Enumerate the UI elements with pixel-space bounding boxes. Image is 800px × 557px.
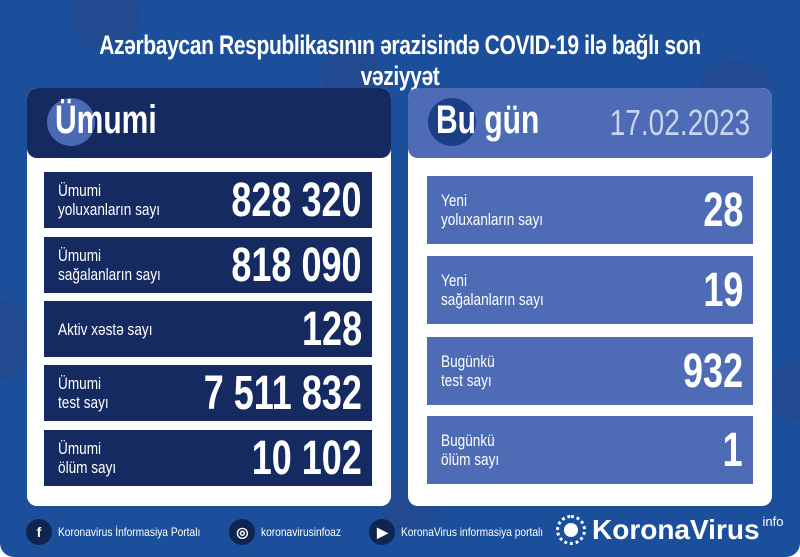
total-panel: Ümumi Ümumi yoluxanların sayı 828 320 Ümu… bbox=[27, 88, 391, 506]
stat-value: 7 511 832 bbox=[203, 366, 362, 420]
today-header: Bu gün 17.02.2023 bbox=[408, 88, 772, 158]
stat-row: Ümumi test sayı 7 511 832 bbox=[44, 365, 372, 421]
instagram-link[interactable]: ◎ koronavirusinfoaz bbox=[229, 519, 355, 545]
stat-label: Bugünkü test sayı bbox=[441, 352, 495, 390]
today-panel: Bu gün 17.02.2023 Yeni yoluxanların sayı … bbox=[408, 88, 772, 506]
stat-row: Bugünkü test sayı 932 bbox=[427, 337, 753, 405]
total-heading: Ümumi bbox=[55, 98, 157, 142]
stat-label: Ümumi sağalanların sayı bbox=[58, 246, 161, 284]
facebook-label: Koronavirus İnformasiya Portalı bbox=[58, 525, 201, 539]
stat-row: Ümumi sağalanların sayı 818 090 bbox=[44, 237, 372, 293]
koronavirus-logo: KoronaVirus info bbox=[556, 514, 784, 546]
report-date: 17.02.2023 bbox=[609, 102, 750, 143]
stat-value: 10 102 bbox=[251, 431, 362, 485]
stat-value: 818 090 bbox=[231, 238, 362, 292]
stat-label: Yeni yoluxanların sayı bbox=[441, 191, 544, 229]
facebook-icon: f bbox=[26, 519, 52, 545]
today-heading: Bu gün bbox=[436, 98, 540, 142]
stat-row: Bugünkü ölüm sayı 1 bbox=[427, 416, 753, 484]
stat-label: Aktiv xəstə sayı bbox=[58, 319, 153, 339]
stat-label: Yeni sağalanların sayı bbox=[441, 271, 544, 309]
sun-virus-icon bbox=[556, 515, 586, 545]
instagram-icon: ◎ bbox=[229, 519, 256, 545]
stat-value: 128 bbox=[301, 302, 362, 356]
stat-value: 28 bbox=[702, 183, 743, 237]
virus-icon bbox=[428, 98, 476, 146]
stat-value: 19 bbox=[702, 263, 743, 317]
virus-icon bbox=[47, 98, 95, 146]
instagram-label: koronavirusinfoaz bbox=[261, 525, 342, 539]
facebook-link[interactable]: f Koronavirus İnformasiya Portalı bbox=[26, 519, 225, 545]
stat-label: Ümumi test sayı bbox=[58, 374, 109, 412]
stat-value: 932 bbox=[682, 344, 743, 398]
virus-decoration bbox=[770, 360, 800, 420]
footer: f Koronavirus İnformasiya Portalı ◎ koro… bbox=[0, 512, 800, 552]
stat-label: Ümumi yoluxanların sayı bbox=[58, 181, 161, 219]
youtube-link[interactable]: ▶ KoronaVirus informasiya portalı bbox=[369, 519, 568, 545]
stat-value: 1 bbox=[722, 423, 743, 477]
stat-row: Ümumi yoluxanların sayı 828 320 bbox=[44, 172, 372, 228]
brand-suffix: info bbox=[762, 514, 784, 529]
youtube-icon: ▶ bbox=[369, 519, 396, 545]
stat-row: Ümumi ölüm sayı 10 102 bbox=[44, 430, 372, 486]
stat-row: Aktiv xəstə sayı 128 bbox=[44, 301, 372, 357]
page-title: Azərbaycan Respublikasının ərazisində CO… bbox=[99, 30, 701, 91]
youtube-label: KoronaVirus informasiya portalı bbox=[401, 525, 544, 539]
brand-name: KoronaVirus bbox=[592, 514, 760, 545]
stat-label: Bugünkü ölüm sayı bbox=[441, 431, 500, 469]
stat-row: Yeni yoluxanların sayı 28 bbox=[427, 176, 753, 244]
stat-row: Yeni sağalanların sayı 19 bbox=[427, 256, 753, 324]
stat-label: Ümumi ölüm sayı bbox=[58, 439, 117, 477]
virus-decoration bbox=[0, 300, 30, 380]
stat-value: 828 320 bbox=[231, 173, 362, 227]
total-header: Ümumi bbox=[27, 88, 391, 158]
